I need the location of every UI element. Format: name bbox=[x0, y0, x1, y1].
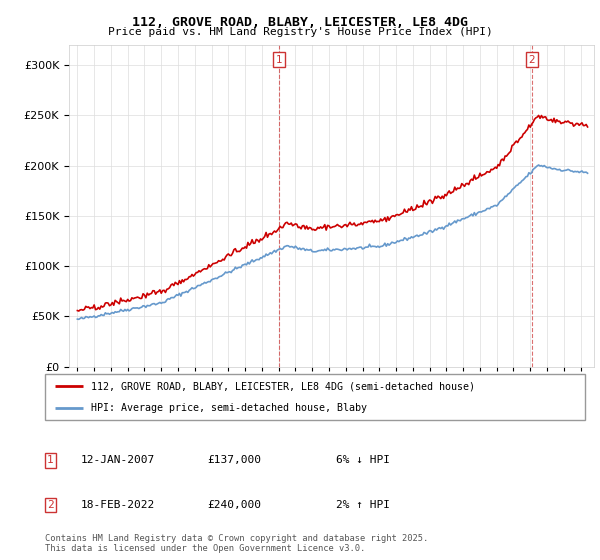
Text: 1: 1 bbox=[47, 455, 53, 465]
Text: HPI: Average price, semi-detached house, Blaby: HPI: Average price, semi-detached house,… bbox=[91, 403, 367, 413]
Text: 112, GROVE ROAD, BLABY, LEICESTER, LE8 4DG: 112, GROVE ROAD, BLABY, LEICESTER, LE8 4… bbox=[132, 16, 468, 29]
Text: 2% ↑ HPI: 2% ↑ HPI bbox=[336, 500, 390, 510]
Text: 2: 2 bbox=[529, 55, 535, 65]
Text: Contains HM Land Registry data © Crown copyright and database right 2025.
This d: Contains HM Land Registry data © Crown c… bbox=[45, 534, 428, 553]
Text: 1: 1 bbox=[275, 55, 282, 65]
Text: 18-FEB-2022: 18-FEB-2022 bbox=[81, 500, 155, 510]
Text: £240,000: £240,000 bbox=[207, 500, 261, 510]
Text: Price paid vs. HM Land Registry's House Price Index (HPI): Price paid vs. HM Land Registry's House … bbox=[107, 27, 493, 37]
Text: 2: 2 bbox=[47, 500, 53, 510]
Text: 12-JAN-2007: 12-JAN-2007 bbox=[81, 455, 155, 465]
Text: 112, GROVE ROAD, BLABY, LEICESTER, LE8 4DG (semi-detached house): 112, GROVE ROAD, BLABY, LEICESTER, LE8 4… bbox=[91, 381, 475, 391]
Text: 6% ↓ HPI: 6% ↓ HPI bbox=[336, 455, 390, 465]
FancyBboxPatch shape bbox=[45, 374, 585, 420]
Text: £137,000: £137,000 bbox=[207, 455, 261, 465]
